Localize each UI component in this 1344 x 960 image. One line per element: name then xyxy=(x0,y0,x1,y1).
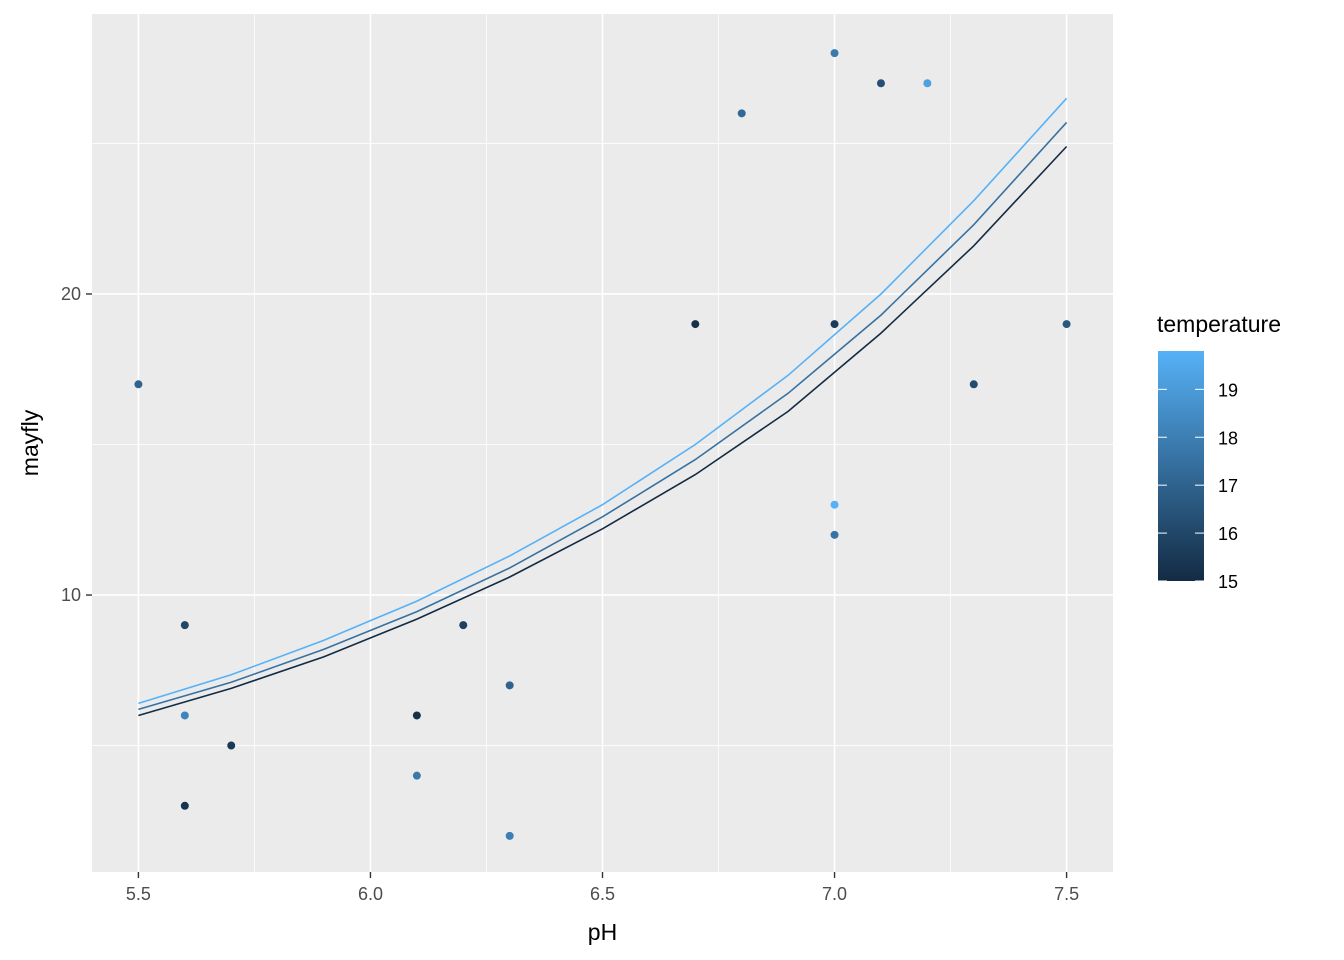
x-tick-label: 6.0 xyxy=(358,884,383,904)
y-tick-label: 10 xyxy=(61,585,81,605)
data-point xyxy=(412,771,421,780)
x-tick-label: 7.5 xyxy=(1054,884,1079,904)
fitted-line xyxy=(138,121,1068,711)
data-point xyxy=(505,831,514,840)
x-axis: 5.5 6.0 6.5 7.0 7.5 xyxy=(126,872,1079,904)
major-grid-y xyxy=(92,293,1113,596)
data-point xyxy=(412,711,421,720)
legend-title: temperature xyxy=(1157,311,1281,337)
data-point xyxy=(691,320,700,329)
legend-ticks: 15 16 17 18 19 xyxy=(1158,380,1238,592)
scatter-points xyxy=(134,49,1071,840)
legend: temperature 15 16 17 18 19 xyxy=(1157,311,1281,592)
x-tick-label: 7.0 xyxy=(822,884,847,904)
fitted-lines xyxy=(138,97,1068,717)
legend-colorbar xyxy=(1158,351,1204,581)
data-point xyxy=(1062,320,1071,329)
legend-label: 16 xyxy=(1218,524,1238,544)
data-point xyxy=(180,801,189,810)
data-point xyxy=(830,530,839,539)
legend-label: 19 xyxy=(1218,380,1238,400)
legend-label: 17 xyxy=(1218,476,1238,496)
y-axis-title: mayfly xyxy=(17,409,43,476)
data-point xyxy=(180,621,189,630)
data-point xyxy=(180,711,189,720)
data-point xyxy=(830,320,839,329)
y-tick-label: 20 xyxy=(61,284,81,304)
fitted-line xyxy=(138,97,1068,705)
data-point xyxy=(134,380,143,389)
y-axis: 10 20 xyxy=(61,284,92,605)
data-point xyxy=(830,49,839,58)
fitted-line xyxy=(138,145,1068,717)
legend-label: 15 xyxy=(1218,572,1238,592)
data-point xyxy=(737,109,746,118)
data-point xyxy=(876,79,885,88)
data-point xyxy=(923,79,932,88)
major-grid-x xyxy=(137,14,1068,872)
data-point xyxy=(459,621,468,630)
legend-label: 18 xyxy=(1218,428,1238,448)
x-axis-title: pH xyxy=(588,919,617,945)
data-point xyxy=(505,681,514,690)
data-point xyxy=(830,500,839,509)
x-tick-label: 6.5 xyxy=(590,884,615,904)
data-point xyxy=(227,741,236,750)
data-point xyxy=(969,380,978,389)
x-tick-label: 5.5 xyxy=(126,884,151,904)
